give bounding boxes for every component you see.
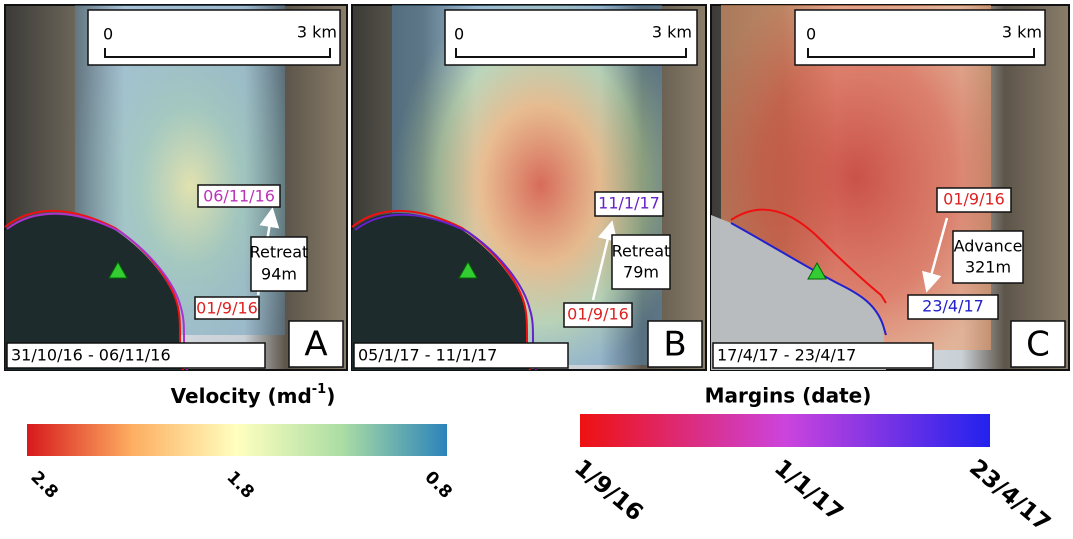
margin-label: 11/1/17 [598, 194, 660, 213]
change-amount: 321m [965, 258, 1011, 277]
margin-label: 01/9/16 [567, 305, 629, 324]
margin-label: 23/4/17 [922, 297, 984, 316]
change-type: Retreat [612, 242, 671, 261]
change-type: Advance [954, 237, 1023, 256]
title-text: ) [326, 384, 335, 408]
panel-b: 0 3 km 11/1/17 Retreat 79m 01/9/16 05/1/… [352, 5, 706, 370]
legend-title: Velocity (md-1) [171, 382, 336, 408]
scale-end: 3 km [1002, 23, 1042, 42]
colorbar-tick: 1/1/17 [769, 455, 848, 527]
date-range: 31/10/16 - 06/11/16 [11, 346, 171, 365]
scale-end: 3 km [652, 23, 692, 42]
scale-end: 3 km [297, 23, 337, 42]
title-text: Velocity (md [171, 384, 312, 408]
title-superscript: -1 [312, 382, 326, 397]
change-amount: 94m [261, 265, 297, 284]
margin-label: 06/11/16 [203, 187, 275, 206]
colorbar-tick: 1/9/16 [569, 455, 648, 527]
scale-start: 0 [806, 25, 816, 44]
figure: 0 3 km 06/11/16 Retreat 94m 01/9/16 31/1… [0, 0, 1073, 539]
panel-letter: A [304, 325, 327, 365]
date-range: 05/1/17 - 11/1/17 [358, 346, 497, 365]
colorbar-tick: 2.8 [26, 467, 61, 502]
date-range: 17/4/17 - 23/4/17 [717, 346, 856, 365]
panel-letter: C [1026, 325, 1050, 365]
change-type: Retreat [250, 243, 309, 262]
panel-letter: B [663, 325, 686, 365]
margin-label: 01/9/16 [943, 190, 1005, 209]
margin-label: 01/9/16 [196, 299, 258, 318]
legend-title: Margins (date) [705, 384, 872, 408]
change-amount: 79m [623, 263, 659, 282]
velocity-colorbar [27, 424, 447, 456]
scale-start: 0 [454, 25, 464, 44]
margins-colorbar [580, 414, 990, 447]
colorbar-tick: 0.8 [420, 467, 455, 502]
panel-c: 0 3 km 01/9/16 Advance 321m 23/4/17 17/4… [711, 5, 1069, 370]
colorbar-tick: 23/4/17 [964, 455, 1055, 537]
scale-start: 0 [103, 25, 113, 44]
panel-a: 0 3 km 06/11/16 Retreat 94m 01/9/16 31/1… [5, 5, 347, 370]
colorbar-tick: 1.8 [222, 467, 257, 502]
